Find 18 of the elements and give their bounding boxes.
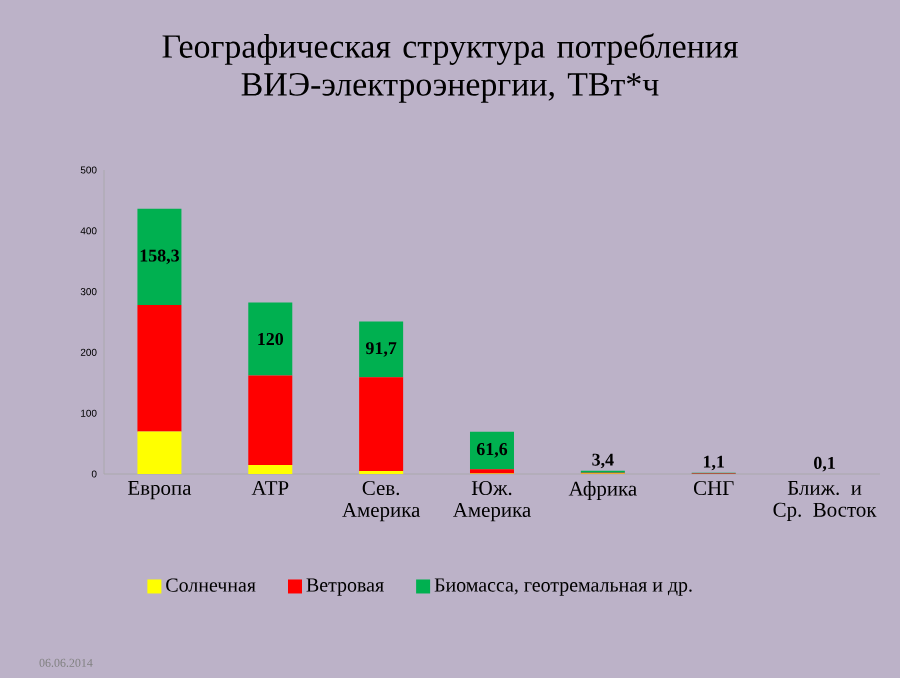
- chart-title: Географическая структура потребления ВИЭ-электроэнергии, ТВт*ч: [162, 33, 738, 103]
- x-tick-label: СНГ: [693, 481, 734, 496]
- data-label: 91,7: [365, 342, 397, 357]
- x-tick-label: Юж. Америка: [453, 481, 531, 522]
- legend-label: Ветровая: [306, 578, 384, 596]
- x-tick-label: АТР: [251, 481, 289, 495]
- x-tick-label: Сев. Америка: [342, 481, 421, 522]
- data-label: 61,6: [476, 443, 508, 458]
- x-tick-label: Европа: [127, 481, 192, 500]
- data-label: 3,4: [592, 453, 614, 469]
- legend-label: Биомасса, геотремальная и др.: [434, 578, 692, 596]
- data-label: 1,1: [703, 455, 724, 471]
- x-tick-label: Ближ. и Ср. Восток: [773, 481, 877, 522]
- data-label: 0,1: [814, 456, 835, 472]
- legend-label: Солнечная: [166, 578, 256, 592]
- x-tick-label: Африка: [568, 481, 637, 500]
- data-label: 120: [258, 332, 284, 346]
- data-label: 158,3: [140, 249, 179, 265]
